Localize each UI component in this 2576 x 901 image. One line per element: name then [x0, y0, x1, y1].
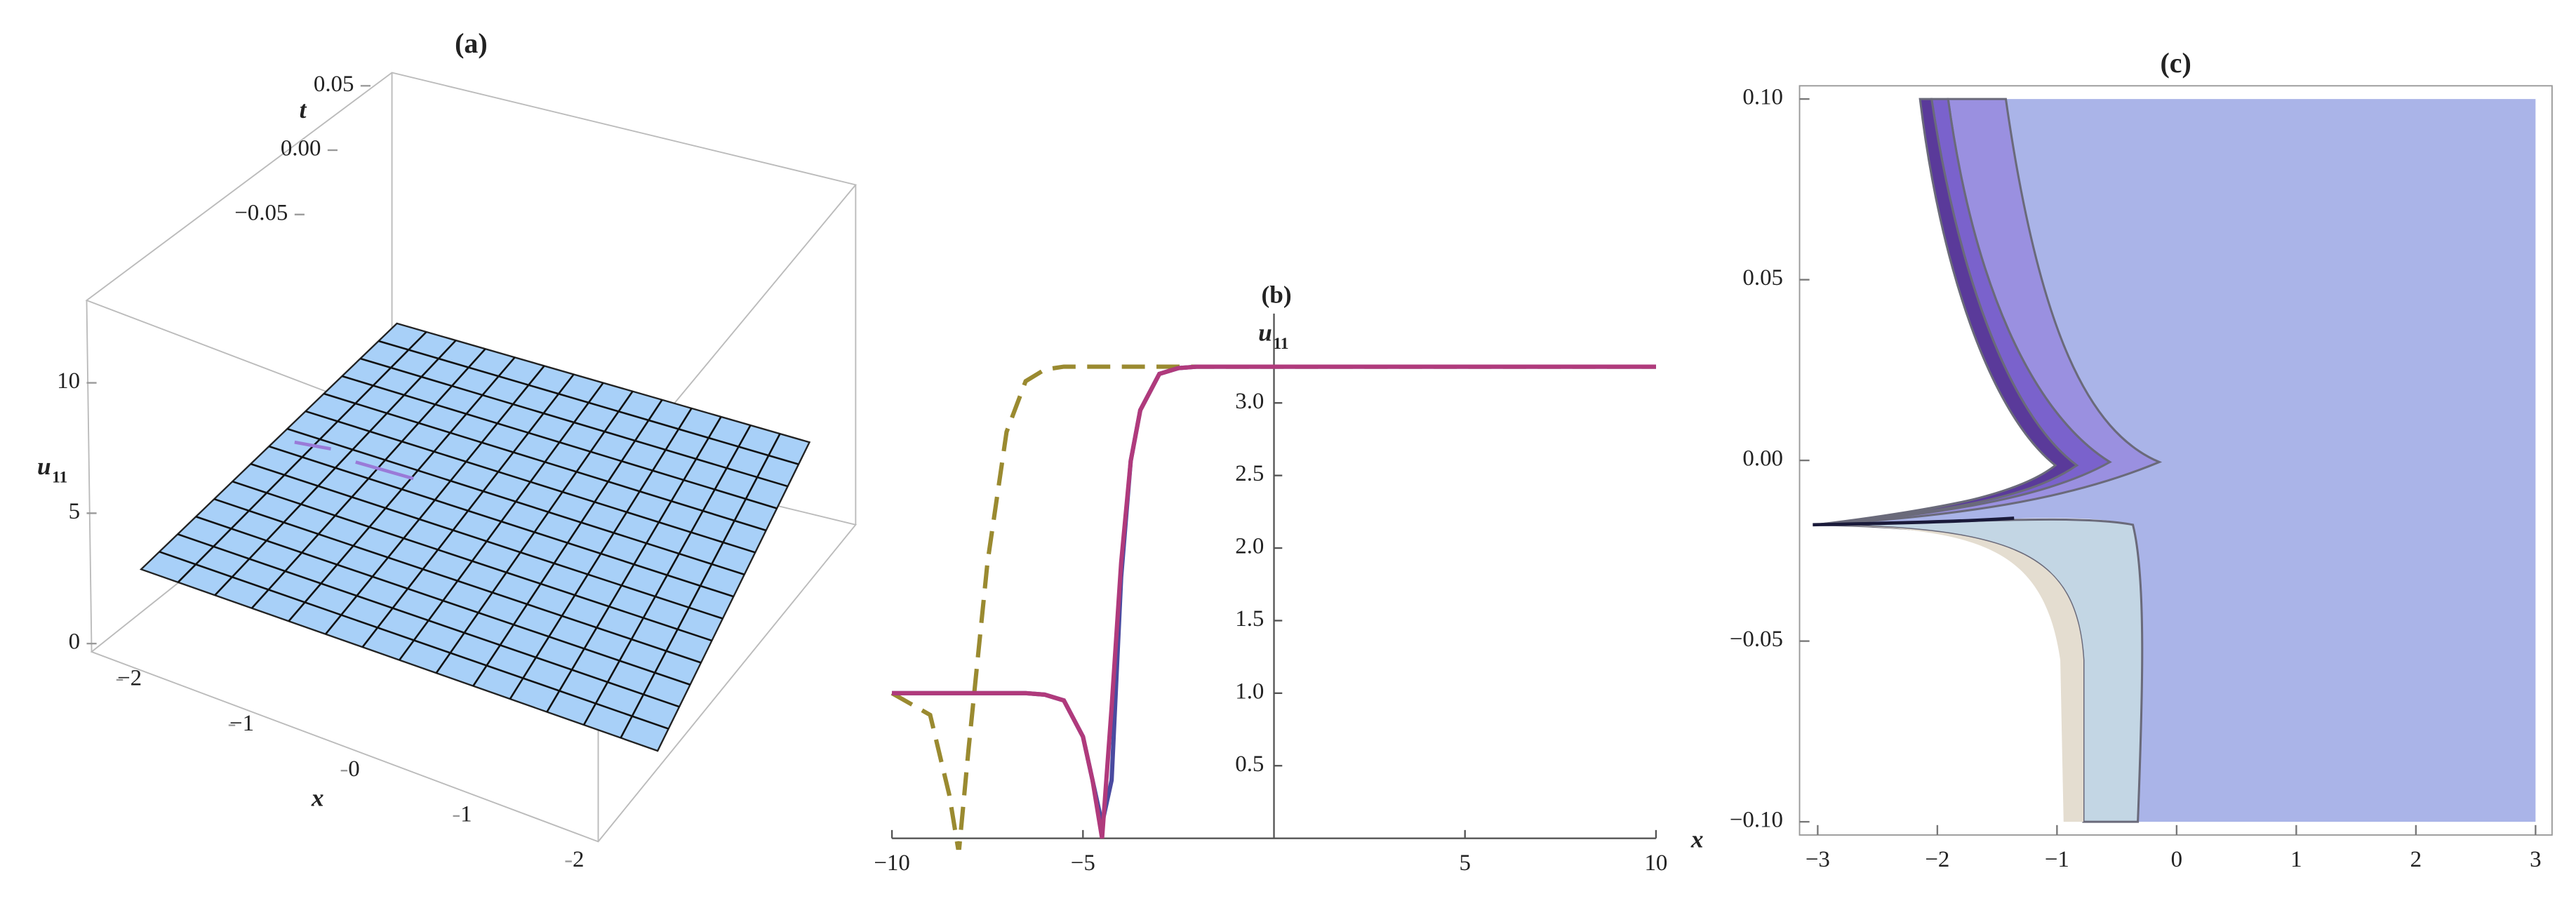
x-tick-label: 10	[1644, 850, 1667, 876]
panel-title: (a)	[455, 27, 488, 59]
y-label-sub: 11	[1273, 335, 1288, 353]
tick-label: 1	[460, 801, 472, 827]
surface-mesh	[509, 408, 693, 700]
plot-area	[890, 364, 1656, 850]
y-tick-label: 0.05	[1742, 265, 1783, 291]
panel-title: (c)	[2160, 47, 2191, 79]
y-tick-label: 0.00	[1742, 446, 1783, 472]
x-tick-label: −5	[1071, 850, 1095, 876]
series-line	[892, 364, 1656, 839]
t-label: t	[300, 96, 307, 124]
y-tick-label: 0.5	[1235, 752, 1264, 777]
x-tick-label: 0	[2171, 847, 2182, 872]
surface-mesh	[305, 410, 756, 554]
panel-title: (b)	[1261, 281, 1291, 308]
x-label: x	[311, 785, 324, 812]
surface-mesh	[472, 399, 663, 687]
surface-mesh	[546, 416, 722, 713]
surface-mesh	[342, 375, 778, 509]
y-tick-label: 1.0	[1235, 679, 1264, 704]
contour-fill	[1813, 98, 2536, 823]
tick-label: 10	[57, 368, 80, 394]
y-label: u	[1258, 319, 1272, 346]
surface-mesh	[620, 433, 781, 739]
surface-artifact	[294, 440, 414, 481]
tick-label: 5	[69, 499, 80, 524]
surface-mesh	[360, 357, 788, 488]
tick-label: −0.05	[234, 200, 288, 225]
x-tick-label: 5	[1459, 850, 1470, 876]
x-label: x	[1690, 825, 1704, 853]
surface-mesh	[582, 425, 752, 726]
z-label-sub: 11	[52, 468, 67, 486]
x-tick-label: −1	[2045, 847, 2069, 872]
surface-mesh	[287, 427, 745, 575]
y-tick-label: 2.5	[1235, 461, 1264, 486]
x-tick-label: 1	[2290, 847, 2302, 872]
y-tick-label: 2.0	[1235, 534, 1264, 559]
tick-label: −1	[229, 711, 254, 736]
tick-label: 0	[69, 629, 80, 655]
surface-mesh	[378, 340, 799, 465]
x-tick-label: 3	[2530, 847, 2541, 872]
z-label: u	[37, 453, 51, 480]
x-tick-label: −10	[874, 850, 909, 876]
surface-mesh	[268, 445, 734, 598]
surface-mesh	[323, 392, 767, 532]
x-tick-label: −3	[1806, 847, 1830, 872]
y-tick-label: 0.10	[1742, 85, 1783, 110]
y-tick-label: −0.10	[1730, 808, 1783, 833]
x-tick-label: 2	[2410, 847, 2422, 872]
x-tick-label: −2	[1925, 847, 1949, 872]
tick-label: 0.05	[314, 72, 354, 97]
series-line	[890, 364, 1656, 850]
y-tick-label: −0.05	[1730, 627, 1783, 652]
surface	[139, 322, 811, 752]
y-tick-label: 3.0	[1235, 389, 1264, 414]
surface-mesh	[435, 390, 634, 674]
y-tick-label: 1.5	[1235, 606, 1264, 632]
tick-label: −2	[117, 665, 142, 690]
tick-label: 0.00	[281, 136, 321, 161]
tick-label: 0	[348, 756, 359, 782]
tick-label: 2	[573, 847, 584, 872]
